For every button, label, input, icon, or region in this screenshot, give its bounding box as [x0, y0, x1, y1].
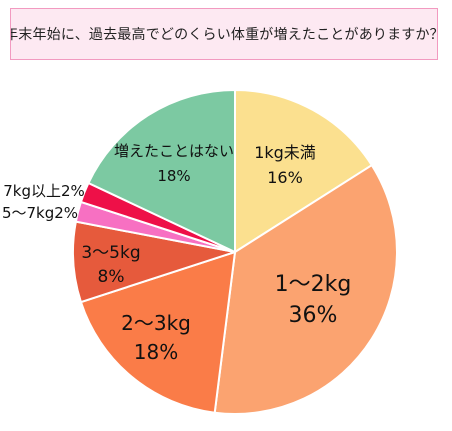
slice-percent-label: 18% — [157, 167, 190, 185]
question-text: 年末年始に、過去最高でどのくらい体重が増えたことがありますか？ — [10, 27, 438, 43]
slice-label: 2～3kg — [121, 311, 191, 335]
slice-percent-label: 8% — [98, 267, 125, 287]
slice-label: 1kg未満 — [254, 143, 316, 162]
slice-label: 増えたことはない — [114, 142, 234, 160]
slice-percent-label: 16% — [267, 168, 303, 187]
question-box: 年末年始に、過去最高でどのくらい体重が増えたことがありますか？ — [10, 8, 438, 60]
slice-label: 3～5kg — [81, 243, 140, 263]
slice-percent-label: 36% — [289, 303, 338, 328]
slice-label: 7kg以上2% — [3, 182, 85, 200]
slice-label: 1～2kg — [275, 272, 352, 297]
pie-slice — [87, 88, 236, 254]
slice-percent-label: 18% — [134, 340, 178, 364]
pie-slice — [79, 250, 237, 414]
pie-slice — [213, 163, 398, 415]
slice-label: 5～7kg2% — [2, 204, 78, 222]
pie-slice — [234, 88, 374, 254]
